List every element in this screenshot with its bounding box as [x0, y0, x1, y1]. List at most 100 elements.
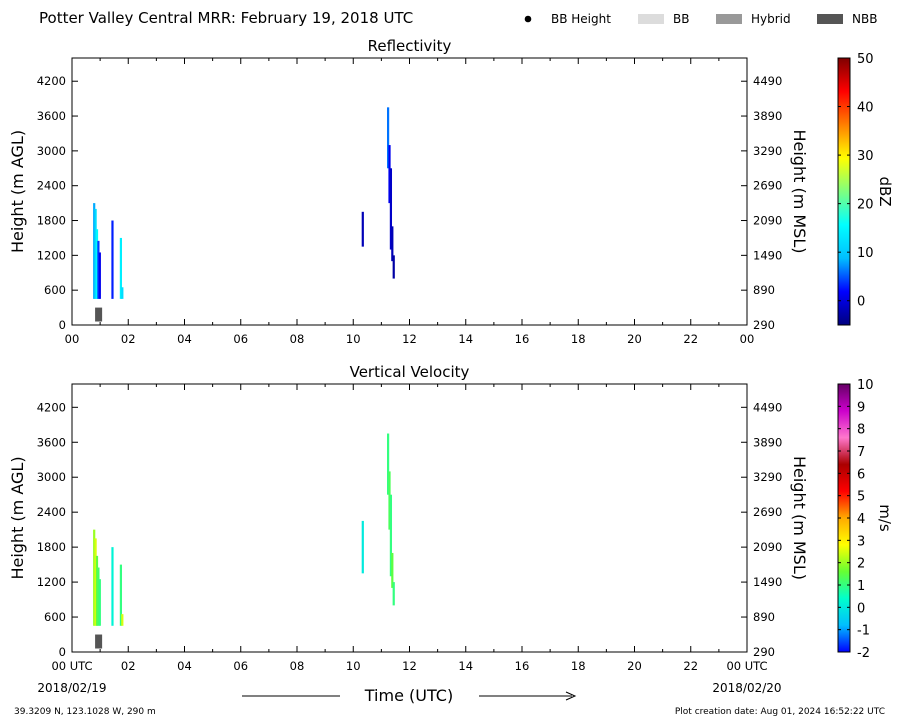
y-tick-label: 0	[59, 645, 66, 659]
colorbar-tick-label: 0	[857, 601, 865, 616]
y-axis-right-label: Height (m MSL)	[790, 129, 809, 253]
x-tick-label: 02	[121, 659, 136, 673]
colorbar-tick-label: 50	[857, 52, 874, 67]
data-column	[361, 211, 364, 247]
y-tick-label: 3000	[37, 144, 66, 158]
colorbar-tick-label: 1	[857, 579, 865, 594]
plot-area	[72, 58, 747, 325]
y-tick-label: 2400	[37, 505, 66, 519]
y-tick-label: 3600	[37, 109, 66, 123]
x-tick-label: 04	[177, 659, 192, 673]
x-tick-label: 08	[290, 659, 305, 673]
data-column	[388, 471, 391, 530]
legend-swatch	[716, 14, 742, 24]
x-tick-label: 00 UTC	[726, 659, 767, 673]
data-column	[387, 107, 390, 169]
colorbar-tick-label: 10	[857, 378, 874, 393]
y-tick-right-label: 2690	[753, 179, 782, 193]
x-tick-label: 04	[177, 332, 192, 346]
panel-title: Vertical Velocity	[350, 363, 470, 381]
y-tick-label: 1200	[37, 248, 66, 262]
colorbar	[837, 57, 851, 326]
colorbar-tick-label: 8	[857, 423, 865, 438]
y-tick-label: 2400	[37, 179, 66, 193]
colorbar-label: m/s	[876, 504, 894, 532]
legend-dot-icon	[524, 15, 532, 23]
bright-band-marker	[95, 634, 103, 649]
type-legend: BB Height BB Hybrid NBB	[524, 12, 877, 26]
colorbar-tick-label: -2	[857, 646, 870, 661]
colorbar-tick-label: 5	[857, 490, 865, 505]
data-column	[121, 614, 124, 626]
y-tick-label: 600	[44, 610, 66, 624]
legend-label: Hybrid	[751, 12, 791, 26]
colorbar-tick-label: -1	[857, 624, 870, 639]
colorbar-tick-label: 9	[857, 400, 865, 415]
legend-label: BB Height	[551, 12, 611, 26]
y-axis-label: Height (m AGL)	[8, 130, 27, 253]
station-location: 39.3209 N, 123.1028 W, 290 m	[14, 707, 156, 717]
x-tick-label: 12	[402, 659, 417, 673]
data-column	[121, 287, 124, 299]
data-column	[392, 582, 395, 606]
data-column	[98, 252, 101, 299]
x-tick-label: 00	[740, 332, 755, 346]
y-tick-right-label: 290	[753, 645, 775, 659]
y-tick-label: 1200	[37, 575, 66, 589]
data-column	[95, 229, 99, 299]
data-column	[119, 237, 123, 299]
x-tick-label: 14	[458, 332, 473, 346]
x-tick-label: 16	[515, 659, 530, 673]
y-tick-label: 600	[44, 283, 66, 297]
x-tick-label: 06	[233, 659, 248, 673]
panel-title: Reflectivity	[368, 37, 452, 55]
data-column	[388, 145, 391, 204]
legend-label: BB	[673, 12, 689, 26]
figure-title: Potter Valley Central MRR: February 19, …	[39, 9, 413, 27]
y-tick-right-label: 3890	[753, 435, 782, 449]
colorbar-tick-label: 3	[857, 534, 865, 549]
plot-area	[72, 384, 747, 652]
x-tick-label: 18	[571, 332, 586, 346]
y-tick-label: 0	[59, 318, 66, 332]
data-column	[94, 208, 97, 299]
y-tick-right-label: 3290	[753, 144, 782, 158]
x-tick-label: 12	[402, 332, 417, 346]
y-tick-label: 3000	[37, 470, 66, 484]
colorbar-tick-label: 10	[857, 246, 874, 261]
y-tick-right-label: 2090	[753, 540, 782, 554]
colorbar-tick-label: 4	[857, 512, 865, 527]
date-end: 2018/02/20	[712, 681, 781, 695]
data-column	[391, 226, 394, 262]
data-column	[391, 552, 394, 588]
y-axis-right-label: Height (m MSL)	[790, 456, 809, 580]
x-tick-label: 00 UTC	[51, 659, 92, 673]
data-column	[111, 220, 114, 299]
y-axis-label: Height (m AGL)	[8, 456, 27, 579]
y-tick-label: 1800	[37, 540, 66, 554]
y-tick-right-label: 1490	[753, 575, 782, 589]
data-column	[387, 433, 390, 495]
y-tick-right-label: 2690	[753, 505, 782, 519]
y-tick-right-label: 3890	[753, 109, 782, 123]
y-tick-right-label: 890	[753, 610, 775, 624]
data-column	[93, 529, 96, 626]
x-tick-label: 16	[515, 332, 530, 346]
data-column	[389, 168, 393, 250]
data-column	[94, 538, 97, 626]
data-column	[361, 520, 364, 574]
plot-creation-date: Plot creation date: Aug 01, 2024 16:52:2…	[675, 707, 885, 717]
y-tick-right-label: 890	[753, 283, 775, 297]
arrow-head-icon	[565, 691, 577, 701]
legend-swatch	[638, 14, 664, 24]
colorbar-tick-label: 2	[857, 557, 865, 572]
x-tick-label: 06	[233, 332, 248, 346]
x-tick-label: 10	[346, 659, 361, 673]
x-tick-label: 22	[683, 659, 698, 673]
y-tick-right-label: 4490	[753, 74, 782, 88]
x-tick-label: 14	[458, 659, 473, 673]
data-column	[95, 555, 99, 626]
